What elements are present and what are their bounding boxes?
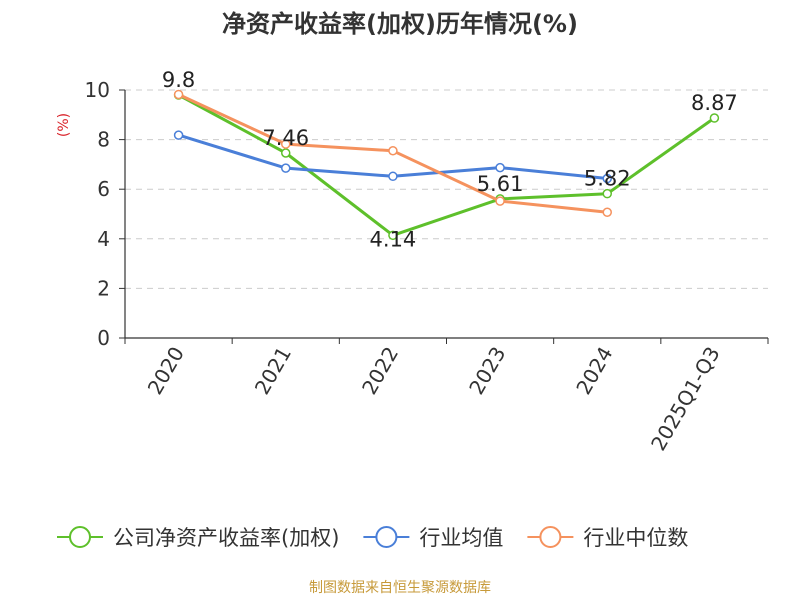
data-point	[602, 207, 612, 218]
legend-item: 行业中位数	[527, 526, 688, 550]
data-label: 7.46	[262, 126, 309, 150]
legend-label: 公司净资产收益率(加权)	[113, 526, 339, 550]
data-label: 8.87	[691, 91, 738, 115]
data-point	[388, 171, 398, 182]
legend-item: 公司净资产收益率(加权)	[57, 526, 339, 550]
y-tick-label: 6	[97, 177, 110, 201]
data-labels: 9.8 7.46 4.14 5.61 5.82 8.87	[162, 68, 738, 251]
chart-title: 净资产收益率(加权)历年情况(%)	[222, 10, 578, 38]
y-axis-title: (%)	[56, 113, 72, 137]
data-point	[281, 163, 291, 173]
data-point	[388, 146, 398, 156]
series-lines	[173, 89, 720, 241]
grid-lines	[125, 89, 768, 289]
legend-marker	[69, 526, 91, 548]
legend-label: 行业均值	[419, 526, 503, 550]
x-tick-label: 2022	[357, 343, 403, 399]
data-label: 4.14	[370, 227, 417, 251]
legend: 公司净资产收益率(加权) 行业均值 行业中位数	[57, 526, 688, 550]
y-tick-label: 0	[97, 326, 110, 350]
data-label: 5.82	[584, 167, 631, 191]
data-point	[709, 113, 720, 123]
source-note: 制图数据来自恒生聚源数据库	[309, 580, 491, 596]
data-point	[495, 162, 505, 173]
y-tick-label: 8	[97, 128, 110, 152]
axes: 0 2 4 6 8 10 2020 2021 2022 2023 2024 2025Q1-Q3	[85, 78, 769, 455]
x-tick-label: 2023	[464, 343, 510, 399]
series-line	[177, 93, 716, 237]
data-point	[173, 89, 184, 100]
legend-label: 行业中位数	[583, 526, 688, 550]
x-tick-label: 2024	[571, 343, 617, 399]
data-label: 9.8	[162, 68, 195, 92]
y-tick-label: 4	[97, 227, 110, 251]
data-point	[602, 188, 612, 199]
data-point	[281, 139, 291, 149]
legend-marker	[539, 526, 562, 548]
data-point	[495, 196, 505, 206]
data-point	[388, 230, 398, 241]
data-point	[281, 148, 291, 158]
y-tick-label: 2	[97, 276, 110, 300]
x-tick-label: 2025Q1-Q3	[646, 343, 725, 455]
legend-item: 行业均值	[363, 526, 503, 550]
legend-marker	[375, 526, 398, 548]
x-tick-label: 2021	[250, 343, 296, 399]
data-point	[173, 130, 184, 140]
data-label: 5.61	[477, 172, 524, 196]
y-tick-label: 10	[85, 78, 110, 102]
x-tick-label: 2020	[143, 343, 189, 399]
data-point	[602, 173, 612, 184]
